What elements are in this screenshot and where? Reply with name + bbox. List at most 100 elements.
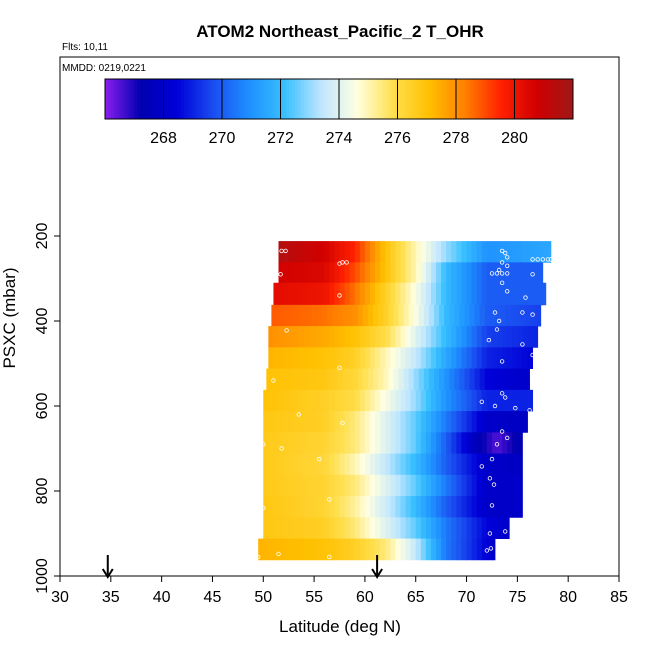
observation-point: [540, 257, 545, 262]
heatmap-cell: [489, 368, 496, 391]
heatmap-cell: [291, 368, 298, 391]
heatmap-cell: [542, 282, 547, 306]
heatmap-cell: [502, 241, 508, 263]
heatmap-cell: [281, 368, 288, 391]
heatmap-cell: [364, 282, 371, 306]
heatmap-cell: [349, 538, 356, 561]
observation-point: [487, 531, 493, 536]
observation-point: [337, 293, 342, 298]
observation-point: [284, 328, 289, 333]
heatmap-cell: [395, 326, 401, 348]
colorbar-segment: [286, 79, 290, 119]
heatmap-cell: [344, 474, 351, 497]
heatmap-cell: [395, 282, 401, 306]
heatmap-cell: [486, 347, 493, 369]
observation-point: [327, 497, 332, 502]
heatmap-cell: [327, 304, 333, 327]
heatmap-cell: [461, 453, 467, 476]
heatmap-cell: [359, 538, 366, 561]
heatmap-cell: [395, 411, 401, 433]
heatmap-cell: [293, 538, 300, 561]
heatmap-cell: [476, 347, 483, 369]
colorbar-segment: [429, 79, 434, 119]
heatmap-cell: [349, 282, 356, 306]
heatmap-cell: [451, 347, 457, 369]
heatmap-cell: [380, 241, 386, 263]
heatmap-cell: [535, 304, 542, 327]
heatmap-cell: [375, 347, 381, 369]
heatmap-cell: [314, 389, 320, 412]
colorbar-tick-label: 278: [443, 130, 470, 147]
heatmap-cell: [522, 262, 528, 284]
heatmap-cell: [354, 411, 361, 433]
heatmap-cell: [283, 496, 290, 518]
colorbar-segment: [292, 79, 296, 119]
heatmap-cell: [517, 241, 523, 263]
colorbar-segment: [555, 79, 559, 119]
heatmap-cell: [405, 453, 412, 476]
colorbar-segment: [172, 79, 176, 119]
heatmap-cell: [405, 241, 412, 263]
heatmap-cell: [288, 538, 295, 561]
heatmap-cell: [263, 538, 269, 561]
flight-arrow: [371, 555, 383, 579]
heatmap-cell: [303, 262, 310, 284]
heatmap-cell: [378, 368, 384, 391]
flights-label: Flts: 10,11: [62, 42, 108, 53]
colorbar-segment: [192, 79, 197, 119]
heatmap-cell: [334, 538, 340, 561]
heatmap-cell: [354, 538, 361, 561]
heatmap-cell: [334, 389, 340, 412]
heatmap-cell: [446, 517, 452, 539]
colorbar-segment: [236, 79, 241, 119]
x-tick-label: 85: [610, 589, 628, 606]
colorbar-segment: [365, 79, 369, 119]
heatmap-cell: [400, 432, 406, 454]
heatmap-cell: [542, 241, 549, 263]
heatmap-cell: [456, 241, 462, 263]
y-tick-label: 600: [34, 393, 51, 420]
heatmap-cell: [383, 368, 389, 391]
colorbar-segment: [426, 79, 431, 119]
heatmap-cell: [309, 538, 315, 561]
colorbar-segment: [183, 79, 188, 119]
heatmap-cell: [476, 282, 483, 306]
heatmap-cell: [527, 326, 534, 348]
heatmap-cell: [339, 241, 345, 263]
colorbar-segment: [122, 79, 126, 119]
heatmap-cell: [390, 389, 396, 412]
observation-point: [505, 435, 510, 441]
heatmap-cell: [303, 496, 310, 518]
heatmap-cell: [428, 304, 435, 327]
heatmap-cell: [425, 474, 432, 497]
colorbar-segment: [257, 79, 261, 119]
heatmap-cell: [456, 538, 462, 561]
heatmap-cell: [486, 282, 493, 306]
colorbar-segment: [321, 79, 325, 119]
heatmap-cell: [283, 432, 290, 454]
heatmap-cell: [273, 432, 279, 454]
heatmap-cell: [486, 432, 493, 454]
heatmap-cell: [532, 282, 539, 306]
heatmap-cell: [446, 241, 452, 263]
heatmap-cell: [507, 389, 513, 412]
heatmap-cell: [459, 368, 465, 391]
colorbar-segment: [324, 79, 328, 119]
colorbar-segment: [529, 79, 533, 119]
heatmap-cell: [456, 453, 462, 476]
observation-point: [489, 456, 495, 462]
heatmap-cell: [481, 389, 488, 412]
heatmap-cell: [344, 411, 351, 433]
heatmap-cell: [390, 282, 396, 306]
heatmap-cell: [491, 538, 496, 561]
heatmap-cell: [486, 474, 493, 497]
heatmap-cell: [444, 368, 450, 391]
heatmap-cell: [415, 432, 422, 454]
heatmap-cell: [461, 474, 467, 497]
heatmap-cell: [420, 496, 427, 518]
heatmap-cell: [497, 432, 503, 454]
heatmap-cell: [303, 326, 310, 348]
colorbar-segment: [344, 79, 349, 119]
heatmap-cell: [324, 411, 330, 433]
colorbar-segment: [479, 79, 483, 119]
